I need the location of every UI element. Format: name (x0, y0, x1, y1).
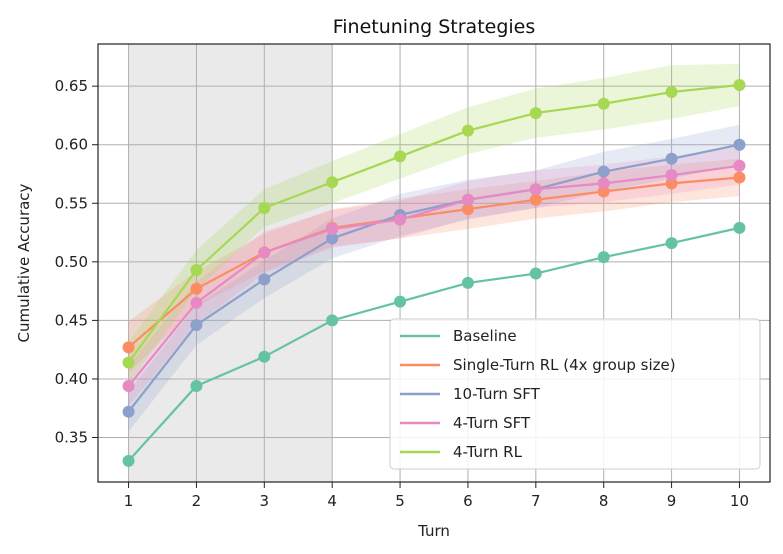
data-point (258, 246, 271, 259)
data-point (122, 341, 135, 354)
y-axis-label: Cumulative Accuracy (15, 183, 33, 342)
x-axis-label: Turn (417, 522, 450, 540)
data-point (597, 177, 610, 190)
chart-title: Finetuning Strategies (333, 16, 536, 38)
data-point (597, 185, 610, 198)
data-point (665, 169, 678, 182)
legend-entry: 10-Turn SFT (453, 385, 541, 403)
data-point (190, 319, 203, 332)
y-tick-label: 0.50 (55, 253, 88, 271)
confidence-band-3 (128, 147, 740, 406)
data-point (529, 183, 542, 196)
data-point (190, 379, 203, 392)
x-tick-label: 7 (531, 492, 541, 510)
data-point (461, 203, 474, 216)
series-line-4 (127, 83, 740, 364)
legend: Baseline Single-Turn RL (4x group size) 10… (389, 318, 761, 470)
data-point (190, 282, 203, 295)
data-point (733, 221, 746, 234)
x-tick-label: 8 (599, 492, 609, 510)
legend-entry: Single-Turn RL (4x group size) (453, 356, 676, 374)
data-point (597, 165, 610, 178)
x-tick-label: 3 (260, 492, 270, 510)
data-point (326, 314, 339, 327)
data-point (733, 138, 746, 151)
legend-box (389, 318, 761, 470)
data-point (665, 86, 678, 99)
y-tick-label: 0.45 (55, 311, 88, 329)
x-tick-label: 4 (327, 492, 337, 510)
x-tick-label: 2 (192, 492, 202, 510)
data-point (326, 223, 339, 236)
data-point (394, 295, 407, 308)
data-point (394, 213, 407, 226)
data-point (190, 264, 203, 277)
data-point (326, 176, 339, 189)
data-point (122, 405, 135, 418)
y-tick-label: 0.60 (55, 136, 88, 154)
series-line-3 (127, 164, 740, 387)
x-tick-label: 1 (124, 492, 134, 510)
shaded-region (128, 44, 333, 482)
data-point (733, 159, 746, 172)
confidence-band-2 (128, 124, 740, 432)
x-tick-label: 6 (463, 492, 473, 510)
plot-frame (97, 43, 771, 483)
y-tick-label: 0.40 (55, 370, 88, 388)
data-point (394, 150, 407, 163)
series-line-0 (127, 226, 740, 462)
x-tick-label: 5 (395, 492, 405, 510)
series-line-2 (127, 143, 740, 413)
x-tick-label: 9 (667, 492, 677, 510)
data-point (529, 267, 542, 280)
data-point (665, 152, 678, 165)
data-point (461, 193, 474, 206)
data-point (122, 356, 135, 369)
legend-entry: Baseline (453, 327, 517, 345)
data-point (665, 237, 678, 250)
data-point (258, 350, 271, 363)
confidence-band-1 (128, 158, 740, 374)
data-point (326, 232, 339, 245)
x-tick-label: 10 (730, 492, 749, 510)
data-point (258, 201, 271, 214)
data-point (529, 107, 542, 120)
y-tick-label: 0.65 (55, 77, 88, 95)
data-point (597, 97, 610, 110)
data-point (733, 171, 746, 184)
data-point (529, 193, 542, 206)
data-point (597, 251, 610, 264)
data-point (122, 379, 135, 392)
confidence-band-4 (128, 63, 740, 384)
data-point (190, 296, 203, 309)
data-point (461, 124, 474, 137)
data-point (122, 454, 135, 467)
series-line-1 (127, 176, 740, 349)
legend-entry: 4-Turn RL (453, 443, 523, 461)
data-point (461, 276, 474, 289)
data-point (733, 78, 746, 91)
y-tick-label: 0.55 (55, 194, 88, 212)
data-point (665, 177, 678, 190)
legend-entry: 4-Turn SFT (453, 414, 531, 432)
data-point (258, 273, 271, 286)
y-tick-label: 0.35 (55, 428, 88, 446)
